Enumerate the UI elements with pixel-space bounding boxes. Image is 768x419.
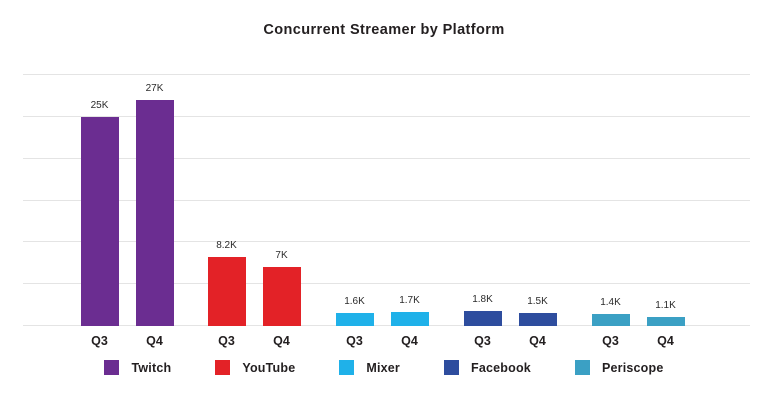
gridline: [23, 199, 750, 201]
legend-swatch-twitch: [104, 360, 120, 375]
bar-twitch-q3: [80, 116, 119, 326]
gridline: [23, 325, 750, 326]
x-axis-label: Q3: [91, 334, 108, 348]
x-axis-label: Q4: [657, 334, 674, 348]
bar-periscope-q4: [646, 316, 685, 326]
bar-mixer-q3: [335, 312, 374, 326]
x-axis-label: Q4: [529, 334, 546, 348]
bar-youtube-q3: [207, 257, 246, 326]
bar-value-label: 7K: [275, 250, 288, 262]
x-axis-label: Q4: [273, 334, 290, 348]
legend-item-twitch: Twitch: [104, 360, 171, 375]
bar-value-label: 1.4K: [600, 297, 621, 309]
x-axis-label: Q3: [218, 334, 235, 348]
bar-value-label: 1.7K: [399, 294, 420, 306]
legend-swatch-facebook: [444, 360, 459, 375]
bar-value-label: 1.1K: [655, 299, 676, 311]
x-axis-label: Q3: [474, 334, 491, 348]
bar-periscope-q3: [591, 314, 630, 326]
legend-item-mixer: Mixer: [339, 360, 400, 375]
legend-label: Mixer: [366, 360, 400, 375]
legend-label: Twitch: [131, 360, 172, 375]
legend-item-periscope: Periscope: [574, 360, 664, 375]
plot-area: 25K Q3 27K Q4 8.2K Q3 7K Q4 1.6K Q3 1.7K Q4 1.8K Q3 1.…: [23, 74, 750, 348]
gridline: [23, 157, 750, 159]
gridline: [23, 115, 750, 117]
gridline: [23, 74, 750, 75]
legend-label: YouTube: [242, 360, 296, 375]
legend-swatch-mixer: [339, 360, 355, 375]
bar-value-label: 1.6K: [344, 295, 365, 307]
bar-twitch-q4: [135, 100, 174, 326]
x-axis-label: Q3: [602, 334, 619, 348]
legend-item-youtube: YouTube: [215, 360, 295, 375]
legend-label: Periscope: [601, 360, 664, 375]
x-axis-label: Q3: [346, 334, 363, 348]
legend-label: Facebook: [471, 360, 531, 375]
bar-value-label: 25K: [90, 99, 109, 111]
bar-mixer-q4: [390, 311, 429, 326]
legend-swatch-periscope: [574, 360, 590, 375]
bar-value-label: 1.5K: [527, 296, 548, 308]
gridline: [23, 241, 750, 243]
bar-facebook-q3: [463, 310, 502, 326]
bar-facebook-q4: [518, 313, 557, 326]
legend-item-facebook: Facebook: [444, 360, 531, 375]
bar-value-label: 8.2K: [216, 240, 237, 252]
bar-value-label: 27K: [145, 83, 164, 95]
x-axis-label: Q4: [401, 334, 418, 348]
gridline: [23, 283, 750, 285]
legend: Twitch YouTube Mixer Facebook Periscope: [0, 360, 768, 375]
x-axis-label: Q4: [146, 334, 163, 348]
bar-value-label: 1.8K: [472, 293, 493, 305]
bar-youtube-q4: [262, 267, 301, 326]
legend-swatch-youtube: [215, 360, 231, 375]
chart-title: Concurrent Streamer by Platform: [263, 22, 505, 38]
